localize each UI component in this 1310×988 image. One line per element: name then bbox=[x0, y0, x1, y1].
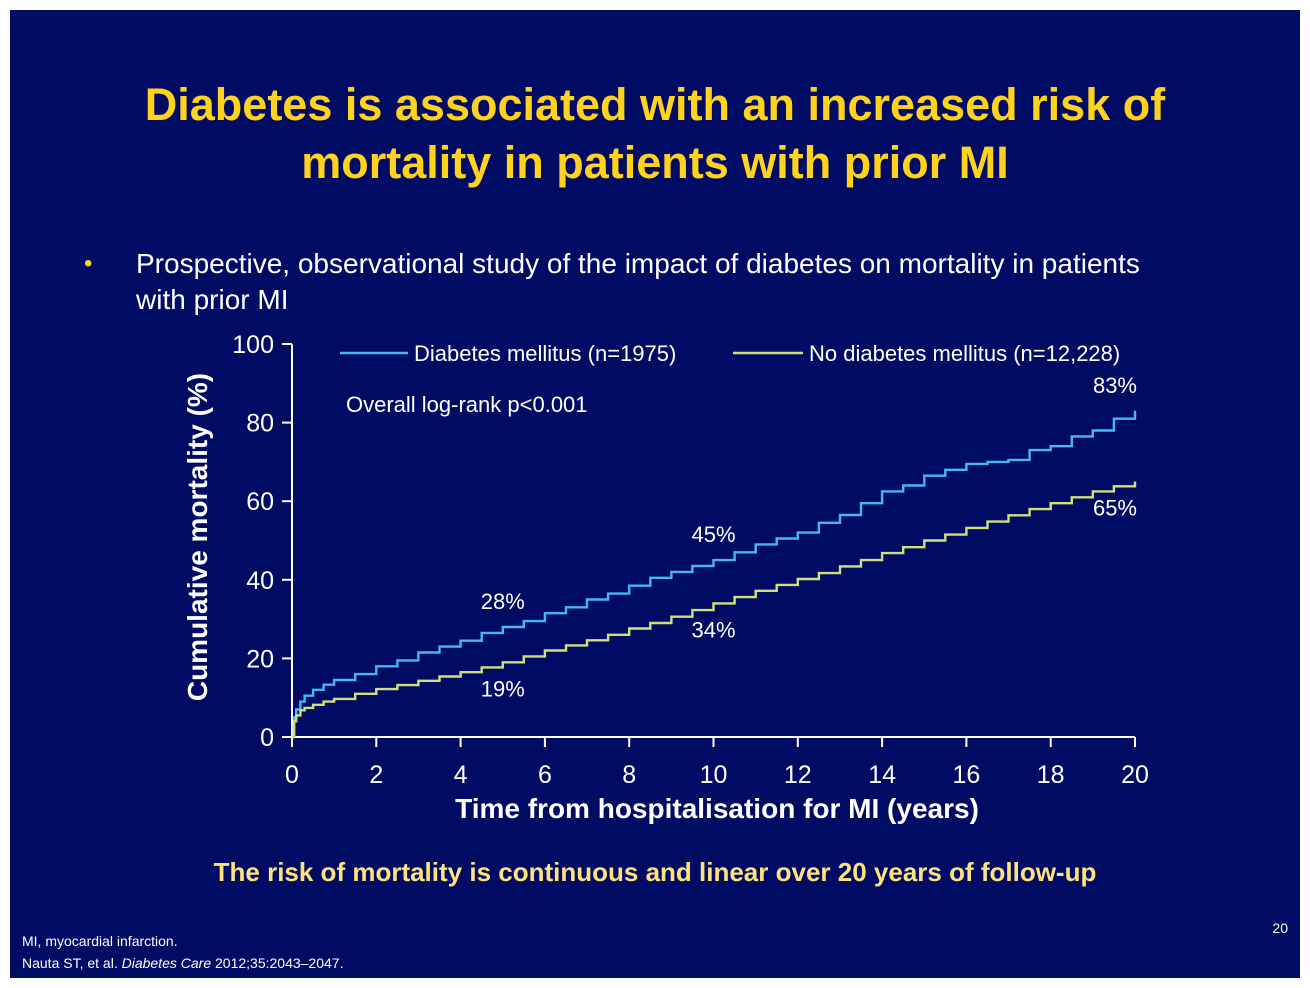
data-label: 28% bbox=[481, 589, 525, 614]
footnote-abbreviation: MI, myocardial infarction. bbox=[22, 933, 178, 949]
reference-journal: Diabetes Care bbox=[121, 955, 212, 971]
log-rank-annotation: Overall log-rank p<0.001 bbox=[346, 392, 588, 417]
x-tick-label: 18 bbox=[1037, 761, 1065, 789]
bullet-text: Prospective, observational study of the … bbox=[136, 248, 1140, 315]
data-labels: 28% 45% 83% 19% 34% 65% bbox=[481, 373, 1137, 702]
bullet-marker: • bbox=[84, 250, 93, 277]
y-tick-label: 0 bbox=[260, 724, 274, 752]
data-label: 45% bbox=[691, 522, 735, 547]
legend-label: Diabetes mellitus (n=1975) bbox=[414, 341, 676, 366]
x-axis-ticks: 0 2 4 6 8 10 12 14 16 18 20 bbox=[285, 737, 1149, 789]
x-tick-label: 6 bbox=[538, 761, 552, 789]
legend: Diabetes mellitus (n=1975) No diabetes me… bbox=[340, 341, 1120, 366]
y-axis-ticks: 0 20 40 60 80 100 bbox=[232, 331, 292, 752]
conclusion-text: The risk of mortality is continuous and … bbox=[213, 857, 1097, 887]
series-line-diabetes bbox=[292, 410, 1137, 739]
data-label: 19% bbox=[481, 676, 525, 701]
x-tick-label: 20 bbox=[1121, 761, 1149, 789]
y-tick-label: 80 bbox=[246, 410, 274, 438]
series-lines bbox=[292, 410, 1137, 739]
slide bbox=[10, 10, 1300, 978]
y-tick-label: 40 bbox=[246, 567, 274, 595]
data-label: 34% bbox=[691, 617, 735, 642]
reference-citation: 2012;35:2043–2047. bbox=[211, 955, 344, 971]
footnote: MI, myocardial infarction. Nauta ST, et … bbox=[22, 930, 343, 974]
footnote-reference: Nauta ST, et al. Diabetes Care 2012;35:2… bbox=[22, 952, 343, 974]
x-tick-label: 4 bbox=[454, 761, 468, 789]
x-tick-label: 16 bbox=[952, 761, 980, 789]
x-tick-label: 10 bbox=[700, 761, 728, 789]
page-number: 20 bbox=[1272, 920, 1288, 936]
y-tick-label: 100 bbox=[232, 331, 274, 359]
x-tick-label: 12 bbox=[784, 761, 812, 789]
y-axis-title: Cumulative mortality (%) bbox=[182, 373, 213, 701]
title-line-1: Diabetes is associated with an increased… bbox=[144, 79, 1166, 130]
data-label: 65% bbox=[1093, 496, 1137, 521]
x-tick-label: 0 bbox=[285, 761, 299, 789]
x-tick-label: 14 bbox=[868, 761, 896, 789]
y-tick-label: 20 bbox=[246, 645, 274, 673]
reference-authors: Nauta ST, et al. bbox=[22, 955, 122, 971]
data-label: 83% bbox=[1093, 373, 1137, 398]
title-line-2: mortality in patients with prior MI bbox=[301, 137, 1009, 188]
x-tick-label: 8 bbox=[622, 761, 636, 789]
x-tick-label: 2 bbox=[369, 761, 383, 789]
x-axis-title: Time from hospitalisation for MI (years) bbox=[455, 793, 979, 824]
series-line-no-diabetes bbox=[292, 481, 1137, 739]
y-tick-label: 60 bbox=[246, 488, 274, 516]
slide-title: Diabetes is associated with an increased… bbox=[0, 76, 1310, 192]
legend-label: No diabetes mellitus (n=12,228) bbox=[809, 341, 1120, 366]
